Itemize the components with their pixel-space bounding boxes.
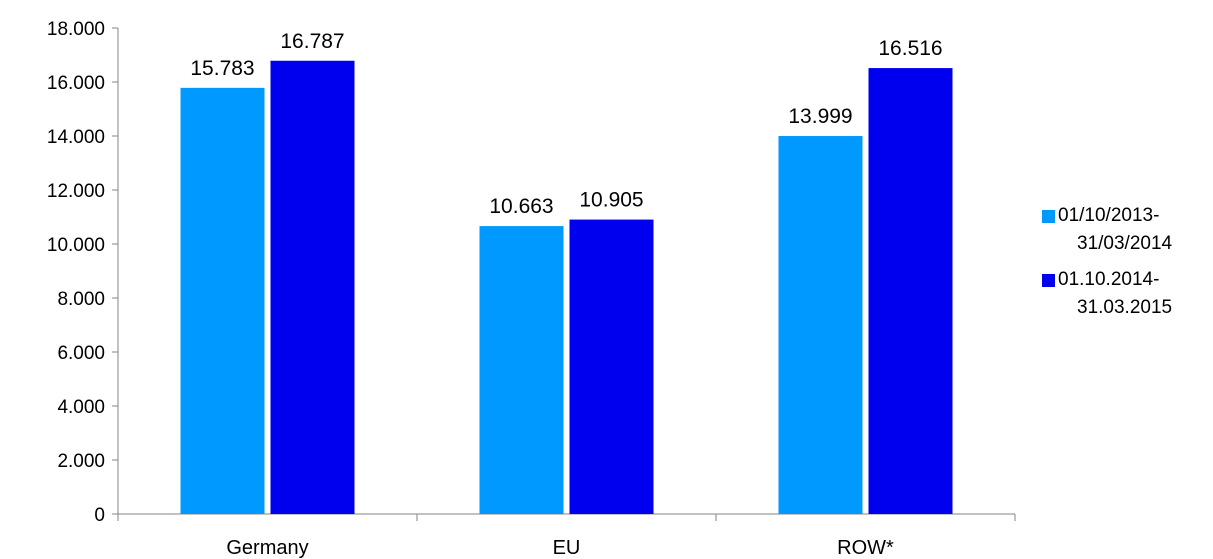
y-tick-label: 16.000 bbox=[47, 73, 105, 94]
y-axis: 0 2.000 4.000 6.000 8.000 10.000 12.000 14.000 1… bbox=[47, 19, 119, 526]
legend-label-series-2: 01.10.2014- 31.03.2015 bbox=[1058, 266, 1172, 322]
bar-value-label: 13.999 bbox=[788, 105, 852, 128]
legend-label-series-1: 01/10/2013- 31/03/2014 bbox=[1058, 202, 1172, 258]
y-tick-label: 2.000 bbox=[57, 451, 105, 472]
bar-value-label: 16.516 bbox=[878, 37, 942, 60]
legend-swatch-series-1 bbox=[1042, 210, 1055, 223]
y-tick-label: 14.000 bbox=[47, 127, 105, 148]
data-labels: 15.783 10.663 13.999 16.787 10.905 16.516 bbox=[190, 30, 942, 218]
y-tick-label: 4.000 bbox=[57, 397, 105, 418]
bar bbox=[778, 136, 863, 515]
legend-label-series-2-line-1: 01.10.2014- bbox=[1058, 269, 1160, 290]
y-tick-label: 18.000 bbox=[47, 19, 105, 40]
y-tick-label: 0 bbox=[94, 505, 105, 526]
bar bbox=[868, 68, 953, 515]
legend-swatch-series-2 bbox=[1042, 274, 1055, 287]
x-category-label: Germany bbox=[226, 537, 308, 559]
y-tick-label: 12.000 bbox=[47, 181, 105, 202]
bar bbox=[180, 87, 265, 514]
y-tick-label: 8.000 bbox=[57, 289, 105, 310]
x-axis: Germany EU ROW* bbox=[117, 513, 1016, 559]
bars bbox=[180, 60, 953, 515]
bar-value-label: 10.905 bbox=[579, 189, 643, 212]
bar bbox=[270, 60, 355, 514]
y-tick-label: 10.000 bbox=[47, 235, 105, 256]
x-category-label: ROW* bbox=[837, 537, 894, 559]
legend-label-series-2-line-2: 31.03.2015 bbox=[1077, 297, 1173, 318]
bar-value-label: 10.663 bbox=[489, 195, 553, 218]
x-category-label: EU bbox=[553, 537, 581, 559]
legend-item-series-1: 01/10/2013- 31/03/2014 bbox=[1042, 205, 1207, 258]
bar-value-label: 15.783 bbox=[190, 57, 254, 80]
y-tick-label: 6.000 bbox=[57, 343, 105, 364]
legend-label-series-1-line-1: 01/10/2013- bbox=[1058, 205, 1160, 226]
bar bbox=[569, 219, 654, 514]
legend-item-series-2: 01.10.2014- 31.03.2015 bbox=[1042, 269, 1207, 322]
legend-label-series-1-line-2: 31/03/2014 bbox=[1077, 233, 1173, 254]
bar-value-label: 16.787 bbox=[280, 30, 344, 53]
legend: 01/10/2013- 31/03/2014 01.10.2014- 31.03… bbox=[1042, 205, 1207, 334]
bar bbox=[479, 226, 564, 514]
